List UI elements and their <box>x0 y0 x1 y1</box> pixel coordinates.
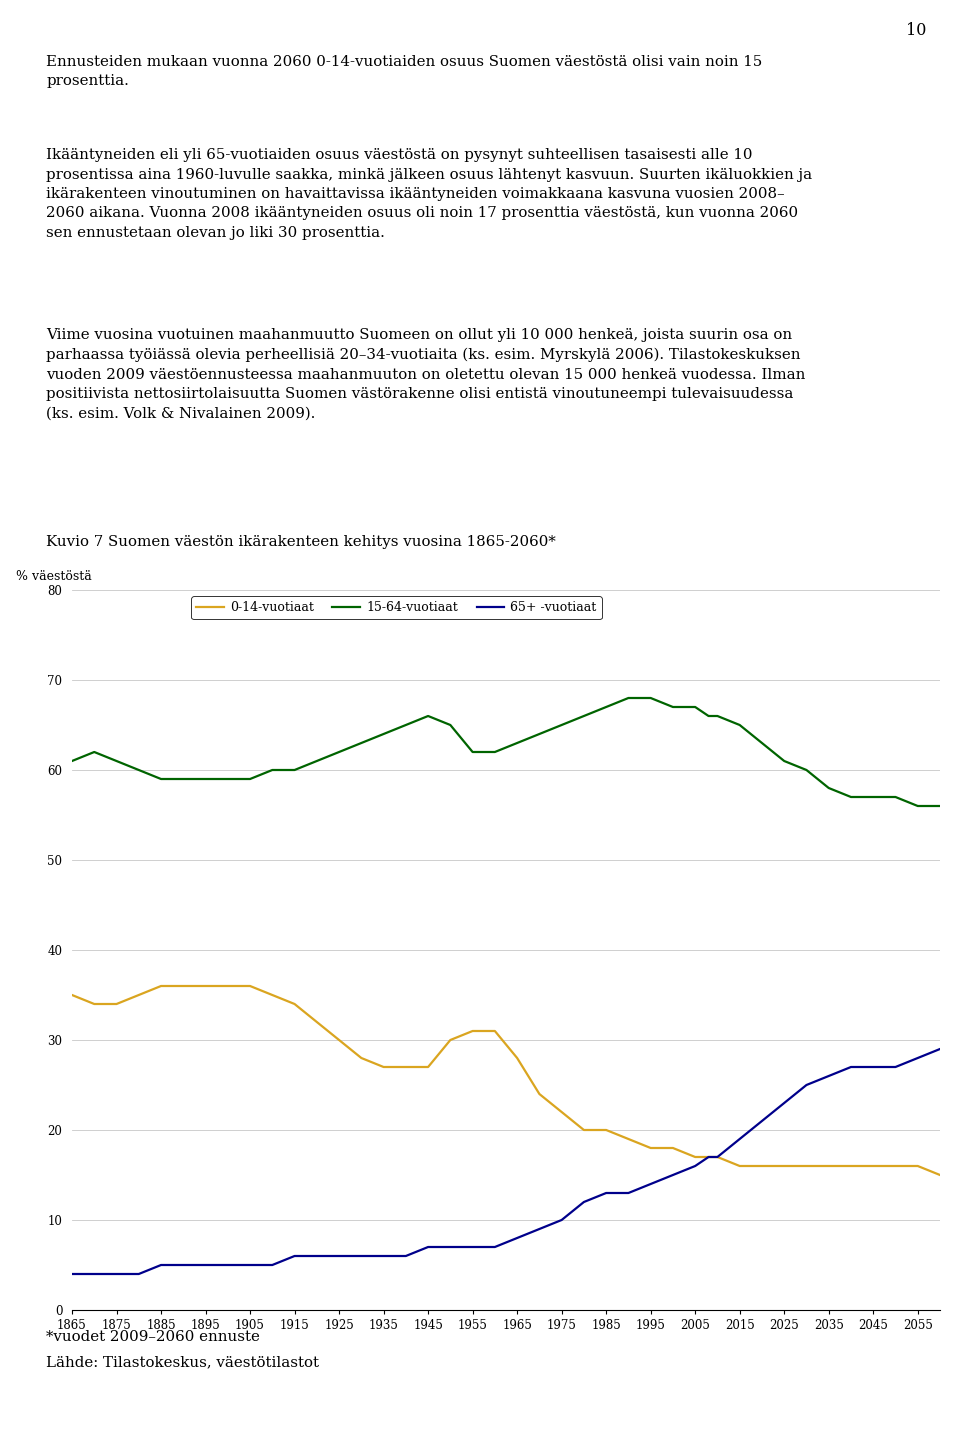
Legend: 0-14-vuotiaat, 15-64-vuotiaat, 65+ -vuotiaat: 0-14-vuotiaat, 15-64-vuotiaat, 65+ -vuot… <box>191 596 602 619</box>
Text: *vuodet 2009–2060 ennuste: *vuodet 2009–2060 ennuste <box>46 1330 260 1345</box>
Text: Viime vuosina vuotuinen maahanmuutto Suomeen on ollut yli 10 000 henkeä, joista : Viime vuosina vuotuinen maahanmuutto Suo… <box>46 327 805 420</box>
Text: Ennusteiden mukaan vuonna 2060 0-14-vuotiaiden osuus Suomen väestöstä olisi vain: Ennusteiden mukaan vuonna 2060 0-14-vuot… <box>46 55 762 88</box>
Text: % väestöstä: % väestöstä <box>15 569 91 582</box>
Text: Ikääntyneiden eli yli 65-vuotiaiden osuus väestöstä on pysynyt suhteellisen tasa: Ikääntyneiden eli yli 65-vuotiaiden osuu… <box>46 148 812 241</box>
Text: 10: 10 <box>906 22 926 39</box>
Text: Lähde: Tilastokeskus, väestötilastot: Lähde: Tilastokeskus, väestötilastot <box>46 1355 319 1369</box>
Text: Kuvio 7 Suomen väestön ikärakenteen kehitys vuosina 1865-2060*: Kuvio 7 Suomen väestön ikärakenteen kehi… <box>46 535 556 549</box>
